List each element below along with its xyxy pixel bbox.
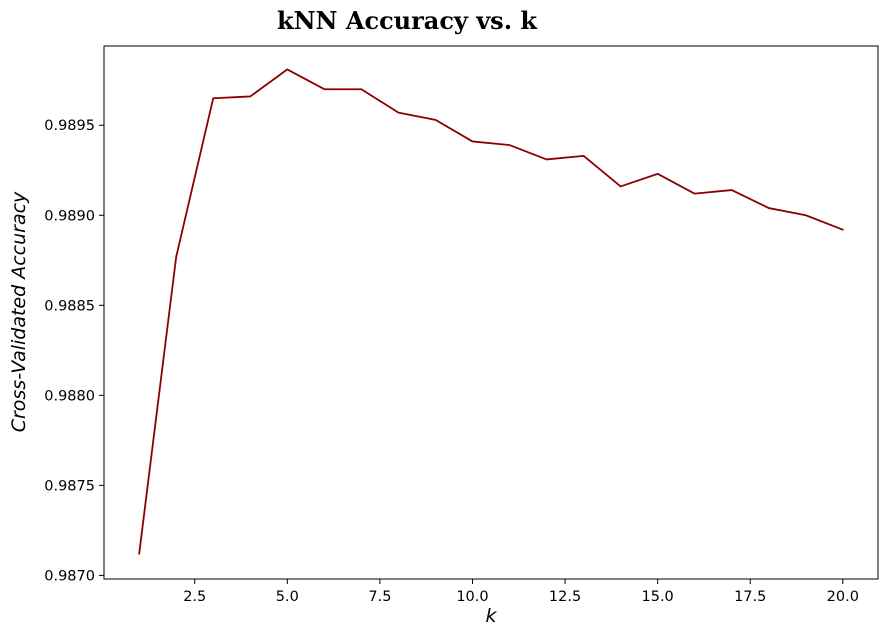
y-tick-label: 0.9870 (44, 568, 95, 584)
x-tick-label: 10.0 (456, 589, 488, 605)
y-tick-label: 0.9895 (44, 118, 95, 134)
accuracy-series-line (138, 68, 844, 555)
y-tick-label: 0.9885 (44, 298, 95, 314)
plot-area-frame (103, 45, 879, 580)
y-tick-label: 0.9875 (44, 478, 95, 494)
y-tick-label: 0.9880 (44, 388, 95, 404)
y-tick-label: 0.9890 (44, 208, 95, 224)
x-tick-label: 2.5 (183, 589, 206, 605)
x-tick-label: 12.5 (549, 589, 581, 605)
y-axis-label: Cross-Validated Accuracy (8, 191, 30, 432)
x-tick-label: 5.0 (276, 589, 299, 605)
ticks-layer: 2.5 5.0 7.5 10.0 12.5 15.0 17.5 20.0 0.9870 0.987… (44, 118, 859, 605)
series-layer (138, 68, 844, 555)
x-tick-label: 7.5 (368, 589, 391, 605)
x-tick-label: 20.0 (827, 589, 859, 605)
chart-title: kNN Accuracy vs. k (277, 6, 538, 35)
x-tick-label: 17.5 (734, 589, 766, 605)
x-tick-label: 15.0 (642, 589, 674, 605)
x-axis-label: k (485, 605, 497, 627)
